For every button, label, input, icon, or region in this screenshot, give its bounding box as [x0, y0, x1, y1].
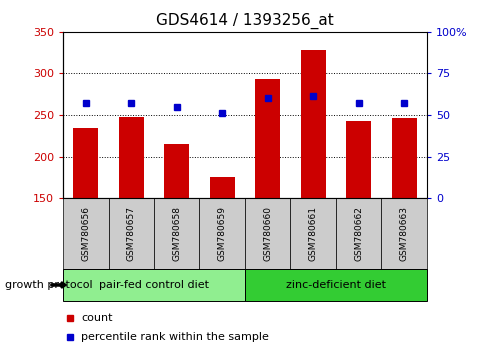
Bar	[244, 269, 426, 301]
Bar	[290, 198, 335, 269]
Text: GSM780660: GSM780660	[263, 206, 272, 261]
Text: growth protocol: growth protocol	[5, 280, 92, 290]
Text: count: count	[81, 313, 112, 323]
Text: GSM780658: GSM780658	[172, 206, 181, 261]
Text: GSM780659: GSM780659	[217, 206, 226, 261]
Bar	[209, 177, 234, 198]
Text: GSM780656: GSM780656	[81, 206, 90, 261]
Text: GSM780662: GSM780662	[353, 206, 363, 261]
Bar	[199, 198, 244, 269]
Text: zinc-deficient diet: zinc-deficient diet	[285, 280, 385, 290]
Bar	[73, 127, 98, 198]
Bar	[164, 144, 189, 198]
Bar	[119, 117, 143, 198]
Text: GSM780663: GSM780663	[399, 206, 408, 261]
Bar	[380, 198, 426, 269]
Bar	[63, 269, 244, 301]
Bar	[346, 121, 370, 198]
Bar	[153, 198, 199, 269]
Bar	[300, 50, 325, 198]
Text: pair-fed control diet: pair-fed control diet	[99, 280, 209, 290]
Title: GDS4614 / 1393256_at: GDS4614 / 1393256_at	[156, 13, 333, 29]
Bar	[108, 198, 153, 269]
Bar	[255, 79, 280, 198]
Bar	[391, 118, 416, 198]
Bar	[63, 198, 108, 269]
Text: GSM780661: GSM780661	[308, 206, 317, 261]
Bar	[335, 198, 380, 269]
Text: GSM780657: GSM780657	[126, 206, 136, 261]
Bar	[244, 198, 290, 269]
Text: percentile rank within the sample: percentile rank within the sample	[81, 332, 269, 342]
